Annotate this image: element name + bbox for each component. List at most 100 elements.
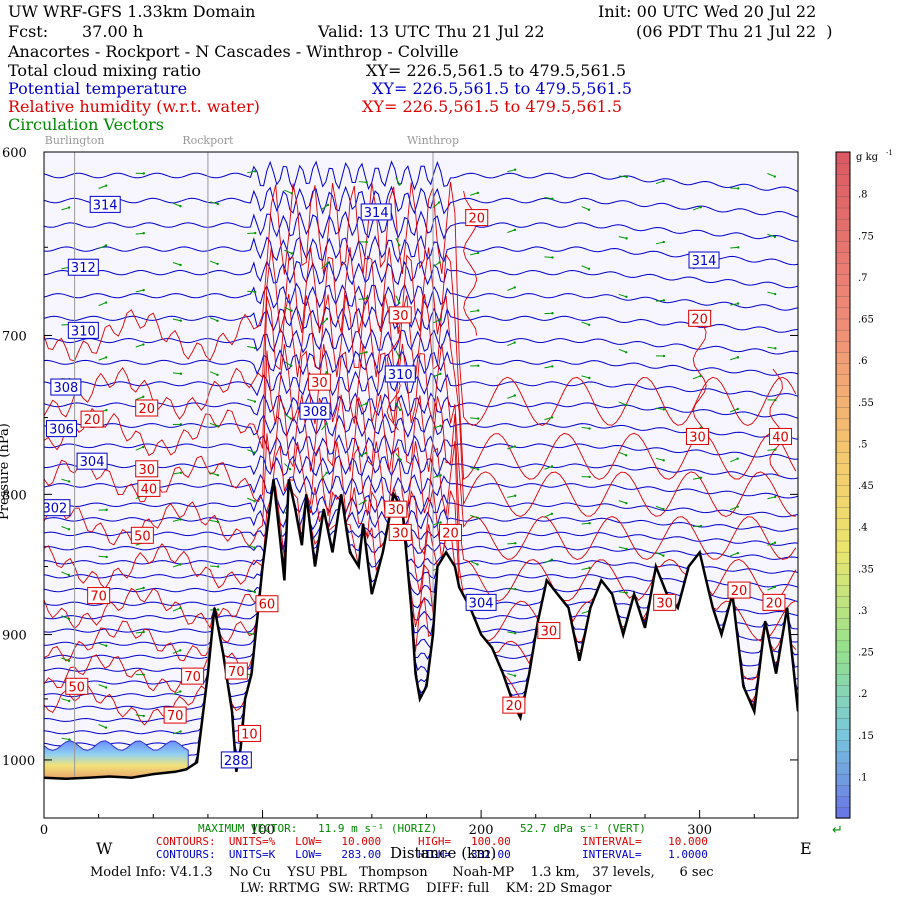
theta-contour-info: CONTOURS: UNITS=K LOW= 283.00	[156, 848, 382, 861]
wind-vector	[358, 351, 367, 355]
wind-vector-head	[662, 240, 665, 244]
wind-vector	[395, 237, 400, 246]
colorbar-tick-label: .65	[858, 315, 874, 326]
colorbar-tick-label: .75	[858, 231, 874, 242]
wind-vector	[618, 236, 627, 239]
rh-contour-label: 30	[138, 463, 155, 478]
wind-vector-head	[254, 231, 257, 235]
colorbar-tick-label: .2	[858, 689, 868, 700]
rh-contour-label: 20	[506, 699, 523, 714]
wind-vector	[432, 318, 441, 324]
theta-contour-label: 304	[80, 455, 105, 470]
wind-vector	[172, 518, 181, 522]
wind-vector-head	[67, 617, 71, 621]
theta-contour-label-box	[89, 195, 121, 213]
rh-isoline	[44, 182, 797, 426]
rh-contour-label: 20	[138, 402, 155, 417]
colorbar-segment	[835, 806, 851, 819]
colorbar-tick-label: .8	[858, 190, 868, 201]
wind-vector-head	[513, 228, 517, 232]
theta-isoline	[44, 479, 798, 588]
rh-contour-label-box	[439, 523, 463, 541]
wind-vector	[655, 505, 664, 510]
wind-vector-head	[625, 547, 628, 551]
wind-vector	[395, 350, 400, 358]
wind-vector-head	[513, 286, 516, 289]
theta-isoline	[44, 327, 798, 355]
variable-theta-xy: XY= 226.5,561.5 to 479.5,561.5	[372, 79, 633, 98]
colorbar-segment	[835, 562, 851, 575]
colorbar-segment	[835, 684, 851, 697]
theta-isoline	[44, 479, 798, 560]
colorbar-segment	[835, 174, 851, 186]
variable-cloud: Total cloud mixing ratio	[8, 61, 202, 80]
wind-vector	[581, 321, 590, 326]
wind-vector	[358, 403, 367, 408]
route-title: Anacortes - Rockport - N Cascades - Wint…	[8, 42, 459, 61]
rh-contour-label: 30	[392, 309, 409, 324]
wind-vector	[618, 500, 627, 504]
wind-vector-head	[67, 699, 71, 703]
wind-vector-head	[325, 371, 328, 374]
rh-contour-label-box	[465, 209, 489, 227]
rh-contour-high: HIGH= 100.00	[418, 835, 511, 848]
colorbar-segment	[835, 629, 851, 642]
wind-vector	[172, 607, 181, 612]
wind-vector	[209, 371, 218, 376]
rh-contour-label: 30	[392, 526, 409, 541]
wind-vector-head	[253, 170, 257, 173]
wind-vector	[172, 262, 181, 266]
theta-contour-label: 310	[388, 368, 413, 383]
rh-contour-label-box	[237, 724, 261, 742]
rh-contour-label-box	[135, 399, 159, 417]
wind-vector-head	[662, 507, 665, 511]
wind-vector	[432, 261, 440, 268]
wind-vector	[507, 631, 516, 634]
wind-vector	[321, 423, 327, 431]
theta-contour-label: 304	[469, 596, 494, 611]
wind-vector-head	[67, 528, 71, 531]
theta-contour-label: 314	[364, 206, 389, 221]
colorbar-segment	[835, 529, 851, 542]
wind-vector	[98, 185, 107, 189]
wind-vector-head	[587, 267, 591, 270]
wind-vector	[98, 244, 107, 249]
colorbar-tick-label: .55	[858, 398, 874, 409]
wind-vector-head	[773, 541, 777, 544]
wind-vector	[98, 356, 107, 361]
theta-contour-label-box	[220, 751, 252, 769]
model-info: Model Info: V4.1.3 No Cu YSU PBL Thompso…	[90, 865, 714, 880]
wind-vector	[432, 202, 440, 209]
wind-vector	[135, 587, 144, 591]
colorbar: g kg -1 .8 .75 .7 .65 .6 .55 .5 .45 .4 .35 .3 .25 .2 .1…	[832, 149, 893, 838]
wind-vector-head	[774, 398, 777, 402]
variable-rh-xy: XY= 226.5,561.5 to 479.5,561.5	[362, 97, 623, 116]
theta-contour-label: 306	[49, 423, 74, 438]
place-label: Burlington	[45, 134, 105, 147]
forecast-label: Fcst:	[8, 22, 49, 41]
wind-vector-head	[476, 468, 480, 471]
theta-contour-label-box	[76, 452, 108, 470]
wind-vector	[507, 286, 515, 291]
colorbar-segment	[835, 273, 851, 286]
wind-vector	[321, 262, 328, 269]
theta-contour-label: 312	[71, 261, 96, 276]
wind-vector-head	[179, 606, 182, 610]
wind-vector-head	[290, 364, 293, 367]
wind-vector	[209, 472, 218, 476]
wind-vector-head	[398, 183, 401, 186]
wind-vector	[507, 542, 516, 545]
wind-vector	[98, 724, 107, 729]
wind-vector	[172, 472, 181, 475]
wind-vector	[210, 519, 219, 523]
wind-vector	[61, 657, 70, 662]
wind-vector	[470, 192, 478, 196]
y-axis-title: Pressure (hPa)	[0, 423, 12, 520]
wind-vector-head	[104, 356, 108, 359]
wind-vector	[358, 500, 366, 506]
wind-vector-head	[588, 566, 591, 570]
wind-vector-head	[624, 403, 628, 407]
wind-vector	[284, 189, 292, 194]
colorbar-segment	[835, 362, 851, 375]
wind-vector-head	[67, 573, 71, 577]
